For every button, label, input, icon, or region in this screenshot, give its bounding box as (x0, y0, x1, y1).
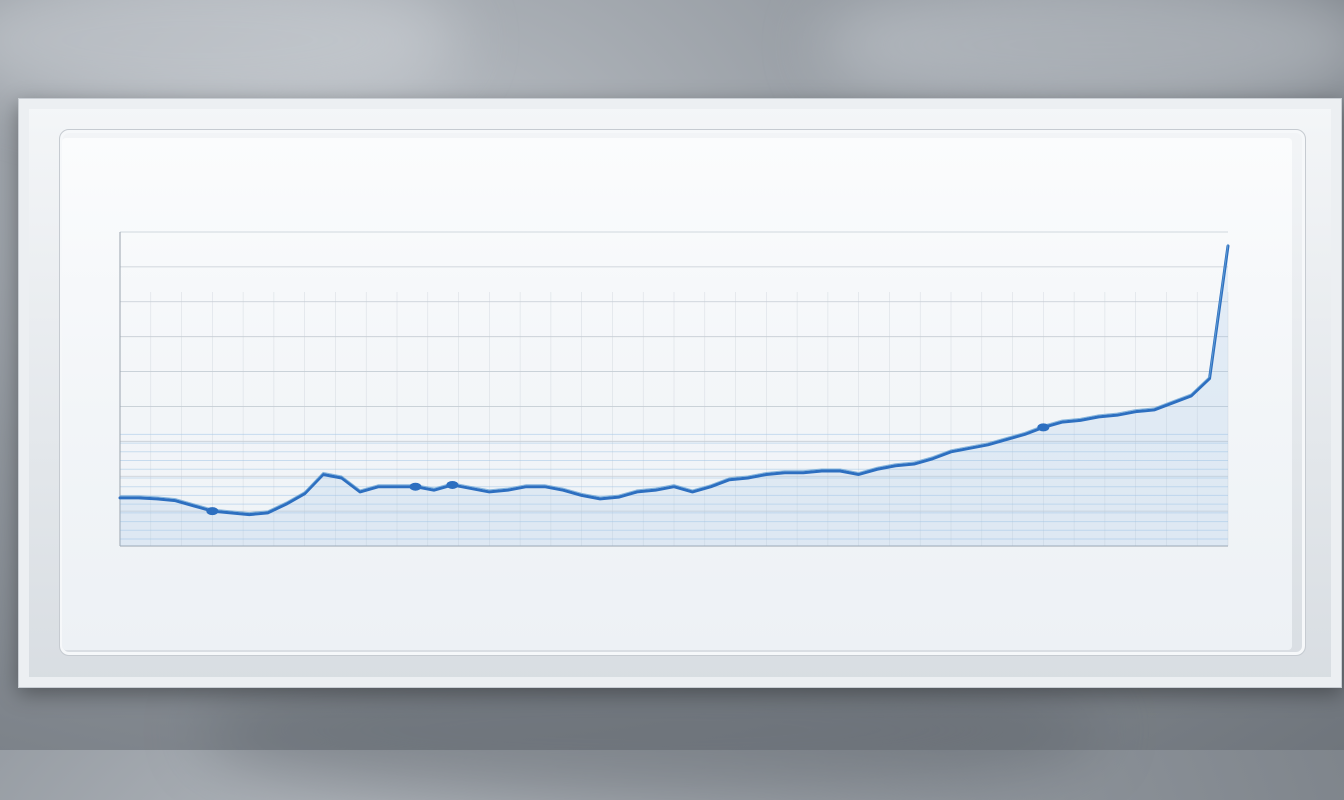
series-area (120, 245, 1228, 546)
line-chart (118, 231, 1230, 547)
display-frame-bezel (59, 129, 1306, 656)
series-marker (206, 507, 219, 516)
chart-screen (62, 138, 1292, 650)
series-marker (409, 482, 422, 491)
series-marker (1037, 423, 1050, 432)
series-marker (446, 480, 459, 489)
